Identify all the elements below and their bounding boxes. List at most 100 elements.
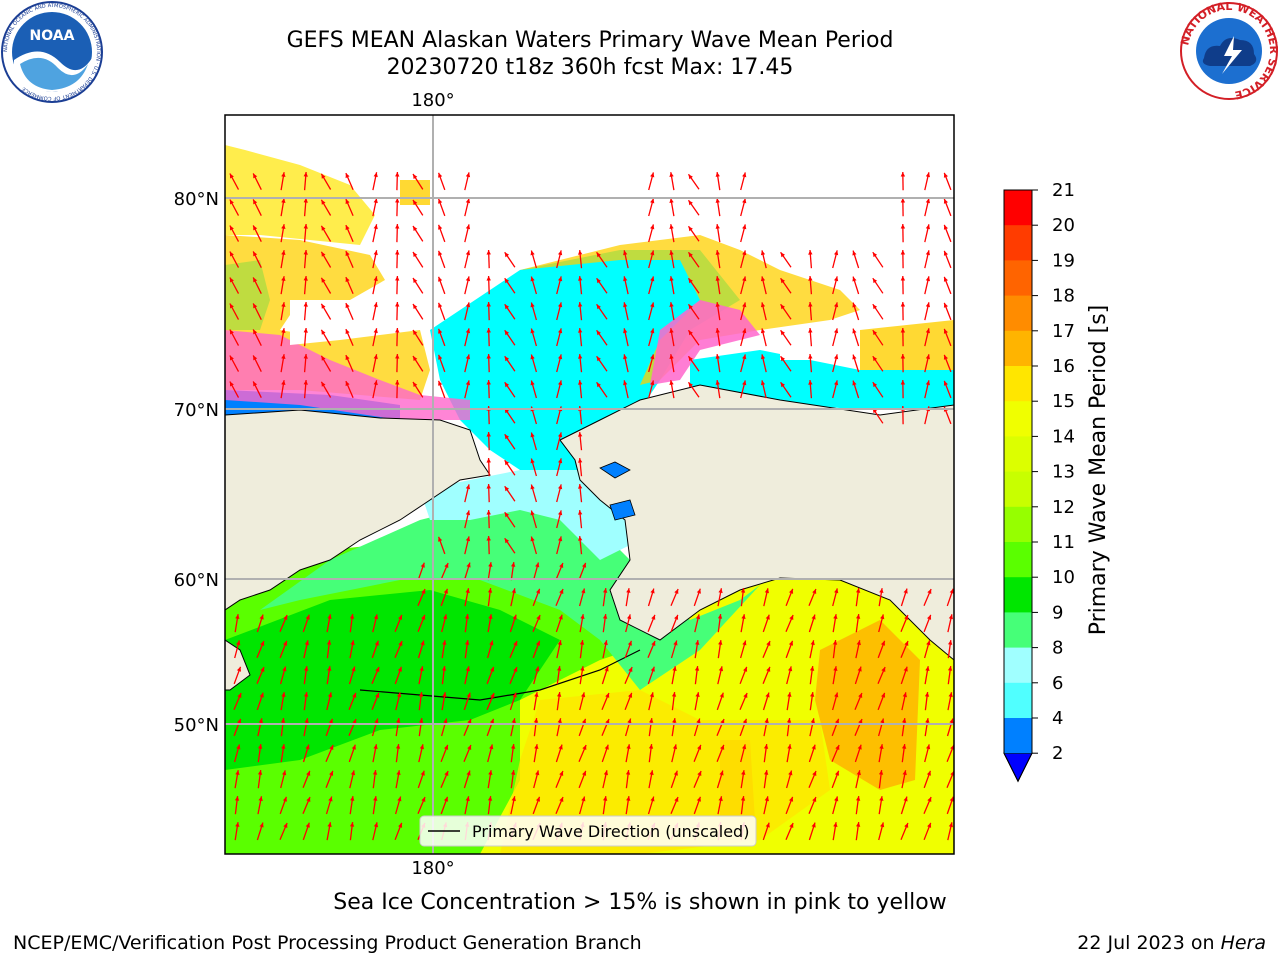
wave-arrow-head [900,224,906,229]
wave-arrow-head [943,302,948,308]
wave-arrow-head [579,640,585,645]
wave-arrow-head [834,380,839,386]
wave-arrow-head [688,278,693,284]
wave-arrow-head [742,172,747,178]
wave-arrow-head [283,640,288,646]
wave-arrow-head [760,380,766,386]
wave-arrow-head [530,380,535,386]
wave-arrow-head [623,354,628,360]
wave-arrow-head [852,380,857,386]
wave-arrow-head [467,745,472,750]
wave-arrow-head [925,328,930,334]
wave-arrow-head [281,692,286,697]
wave-arrow-head [880,718,885,724]
wave-arrow-head [696,588,701,594]
wave-arrow-head [623,328,628,334]
wave-arrow-head [229,277,234,283]
wave-arrow-head [789,796,794,802]
wave-arrow-head [465,302,471,308]
wave-arrow-head [438,354,443,360]
wave-arrow-head [765,692,770,698]
wave-arrow-head [486,276,491,281]
wave-arrow-head [253,199,258,205]
wave-arrow-head [650,250,655,256]
wave-arrow-head [900,250,906,255]
wave-arrow-head [326,640,332,645]
wave-arrow-head [626,796,631,801]
wave-arrow-head [717,614,723,619]
wave-arrow-head [373,822,379,828]
ice-gap-east [780,330,860,360]
wave-arrow-head [236,744,241,750]
wave-arrow-head [397,796,402,802]
wave-arrow-head [943,250,948,256]
wave-arrow-head [395,276,400,281]
wave-arrow-head [811,822,816,828]
wave-arrow-head [763,744,769,749]
wave-arrow-head [303,276,308,281]
wave-arrow-head [375,667,380,672]
wave-arrow-head [253,173,258,179]
wave-arrow-head [650,328,655,334]
wave-arrow-head [948,822,953,828]
wave-arrow-head [260,667,265,672]
wave-arrow-head [304,640,309,646]
wave-arrow-head [596,382,601,388]
wave-arrow-head [623,380,628,386]
wave-arrow-head [465,796,470,802]
wave-arrow-head [628,667,633,672]
wave-arrow-head [413,330,418,335]
wave-arrow-head [719,692,724,698]
wave-arrow-head [512,614,517,620]
wave-arrow-head [253,329,258,335]
wave-arrow-head [486,484,491,489]
wave-arrow-head [530,458,535,464]
wave-arrow-head [852,250,857,256]
wave-arrow-head [321,277,326,283]
wave-arrow-head [834,354,839,360]
wave-arrow-head [673,770,678,776]
wave-arrow-head [927,614,932,620]
wave-arrow-head [396,692,402,698]
wave-arrow-head [395,380,400,385]
wave-arrow-head [835,718,839,724]
wave-arrow-head [948,692,953,698]
graticule [225,115,954,854]
wave-arrow-head [443,588,448,594]
wave-arrow-head [327,666,332,671]
wave-arrow-head [582,562,587,568]
wave-arrow-head [879,796,884,801]
wave-arrow-head [650,198,655,204]
wave-arrow-head [395,250,400,255]
wave-arrow-head [650,224,655,230]
noaa-logo: NOAA NATIONAL OCEANIC AND ATMOSPHERIC AD… [1,1,103,103]
wave-arrow-head [511,770,516,775]
wave-arrow-head [696,796,701,802]
wave-arrow-head [925,224,930,230]
wave-arrow-head [258,744,263,749]
wave-arrow-head [669,276,674,281]
wave-arrow-head [349,614,355,619]
norton-sound [609,499,636,521]
wave-arrow-head [413,174,418,179]
wave-arrow-head [650,588,655,594]
wave-arrow-head [530,276,535,282]
wave-arrow-head [486,302,491,307]
wave-arrow-head [373,744,378,750]
wave-arrow-head [442,640,447,645]
wave-arrow-head [780,252,785,258]
wave-arrow-head [229,329,234,335]
wave-arrow-head [688,330,693,336]
wave-arrow-head [420,562,425,568]
wave-arrow-head [321,199,326,205]
wave-arrow-head [488,770,493,775]
wave-arrow-head [720,719,725,724]
wave-arrow-head [903,796,908,802]
wave-arrow-head [695,614,701,620]
wave-arrow-head [925,250,930,256]
wave-arrow-head [694,666,700,671]
wave-arrow-head [580,666,585,671]
wave-arrow-head [881,692,886,698]
wave-arrow-head [925,302,930,308]
